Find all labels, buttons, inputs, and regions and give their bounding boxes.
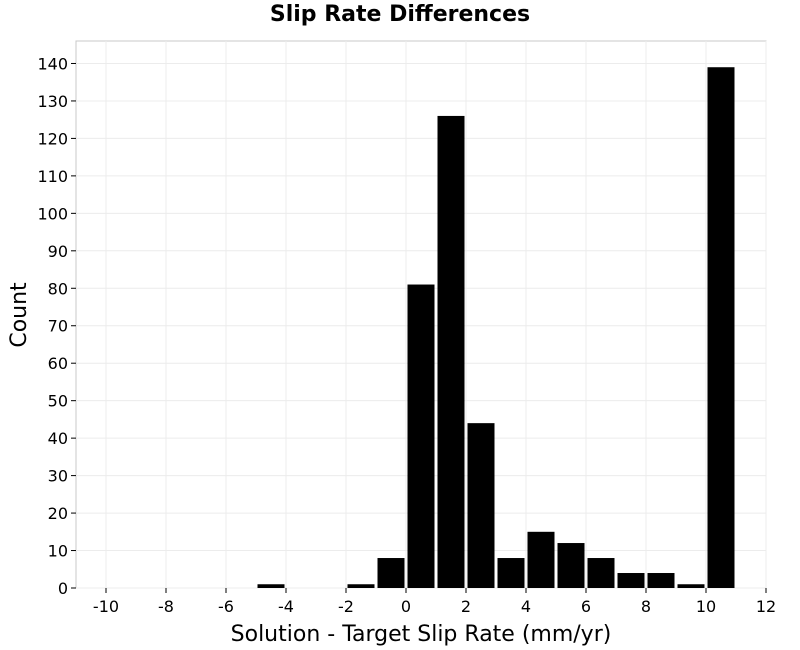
y-tick-label: 100 bbox=[37, 204, 68, 223]
histogram-bar bbox=[677, 584, 705, 588]
y-tick-label: 40 bbox=[48, 429, 68, 448]
y-tick-label: 70 bbox=[48, 317, 68, 336]
histogram-bar bbox=[557, 543, 585, 588]
histogram-bar bbox=[587, 558, 615, 588]
chart-title: Slip Rate Differences bbox=[269, 2, 531, 27]
histogram-bar bbox=[347, 584, 375, 588]
histogram-bar bbox=[467, 423, 495, 588]
axes: -10 -8 -6 -4 -2 0 2 4 6 8 10 1201020304050607080901… bbox=[37, 54, 776, 616]
y-tick-label: 60 bbox=[48, 354, 68, 373]
x-tick-label: 8 bbox=[641, 597, 651, 616]
y-tick-label: 90 bbox=[48, 242, 68, 261]
x-tick-label: 4 bbox=[521, 597, 531, 616]
y-tick-label: 80 bbox=[48, 279, 68, 298]
histogram-bar bbox=[527, 531, 555, 588]
y-tick-label: 130 bbox=[37, 92, 68, 111]
histogram-bar bbox=[257, 584, 285, 588]
y-tick-label: 120 bbox=[37, 129, 68, 148]
histogram-bar bbox=[617, 573, 645, 588]
x-tick-label: 0 bbox=[401, 597, 411, 616]
y-tick-label: 50 bbox=[48, 392, 68, 411]
x-tick-label: 12 bbox=[756, 597, 776, 616]
histogram-bar bbox=[497, 558, 525, 588]
x-tick-label: 6 bbox=[581, 597, 591, 616]
histogram-bar bbox=[707, 67, 735, 589]
histogram-bar bbox=[407, 284, 435, 588]
y-axis-label: Count bbox=[7, 282, 32, 348]
y-tick-label: 30 bbox=[48, 467, 68, 486]
histogram-bar bbox=[647, 573, 675, 588]
histogram-bar bbox=[377, 558, 405, 588]
histogram-bars bbox=[257, 67, 735, 589]
x-tick-label: 2 bbox=[461, 597, 471, 616]
x-axis-label: Solution - Target Slip Rate (mm/yr) bbox=[231, 622, 612, 647]
x-tick-label: 10 bbox=[696, 597, 716, 616]
x-tick-label: -2 bbox=[338, 597, 354, 616]
histogram-bar bbox=[437, 115, 465, 588]
x-tick-label: -8 bbox=[158, 597, 174, 616]
x-tick-label: -4 bbox=[278, 597, 294, 616]
x-tick-label: -10 bbox=[93, 597, 119, 616]
y-tick-label: 20 bbox=[48, 504, 68, 523]
x-tick-label: -6 bbox=[218, 597, 234, 616]
y-tick-label: 110 bbox=[37, 167, 68, 186]
y-tick-label: 140 bbox=[37, 54, 68, 73]
y-tick-label: 10 bbox=[48, 542, 68, 561]
y-tick-label: 0 bbox=[58, 579, 68, 598]
